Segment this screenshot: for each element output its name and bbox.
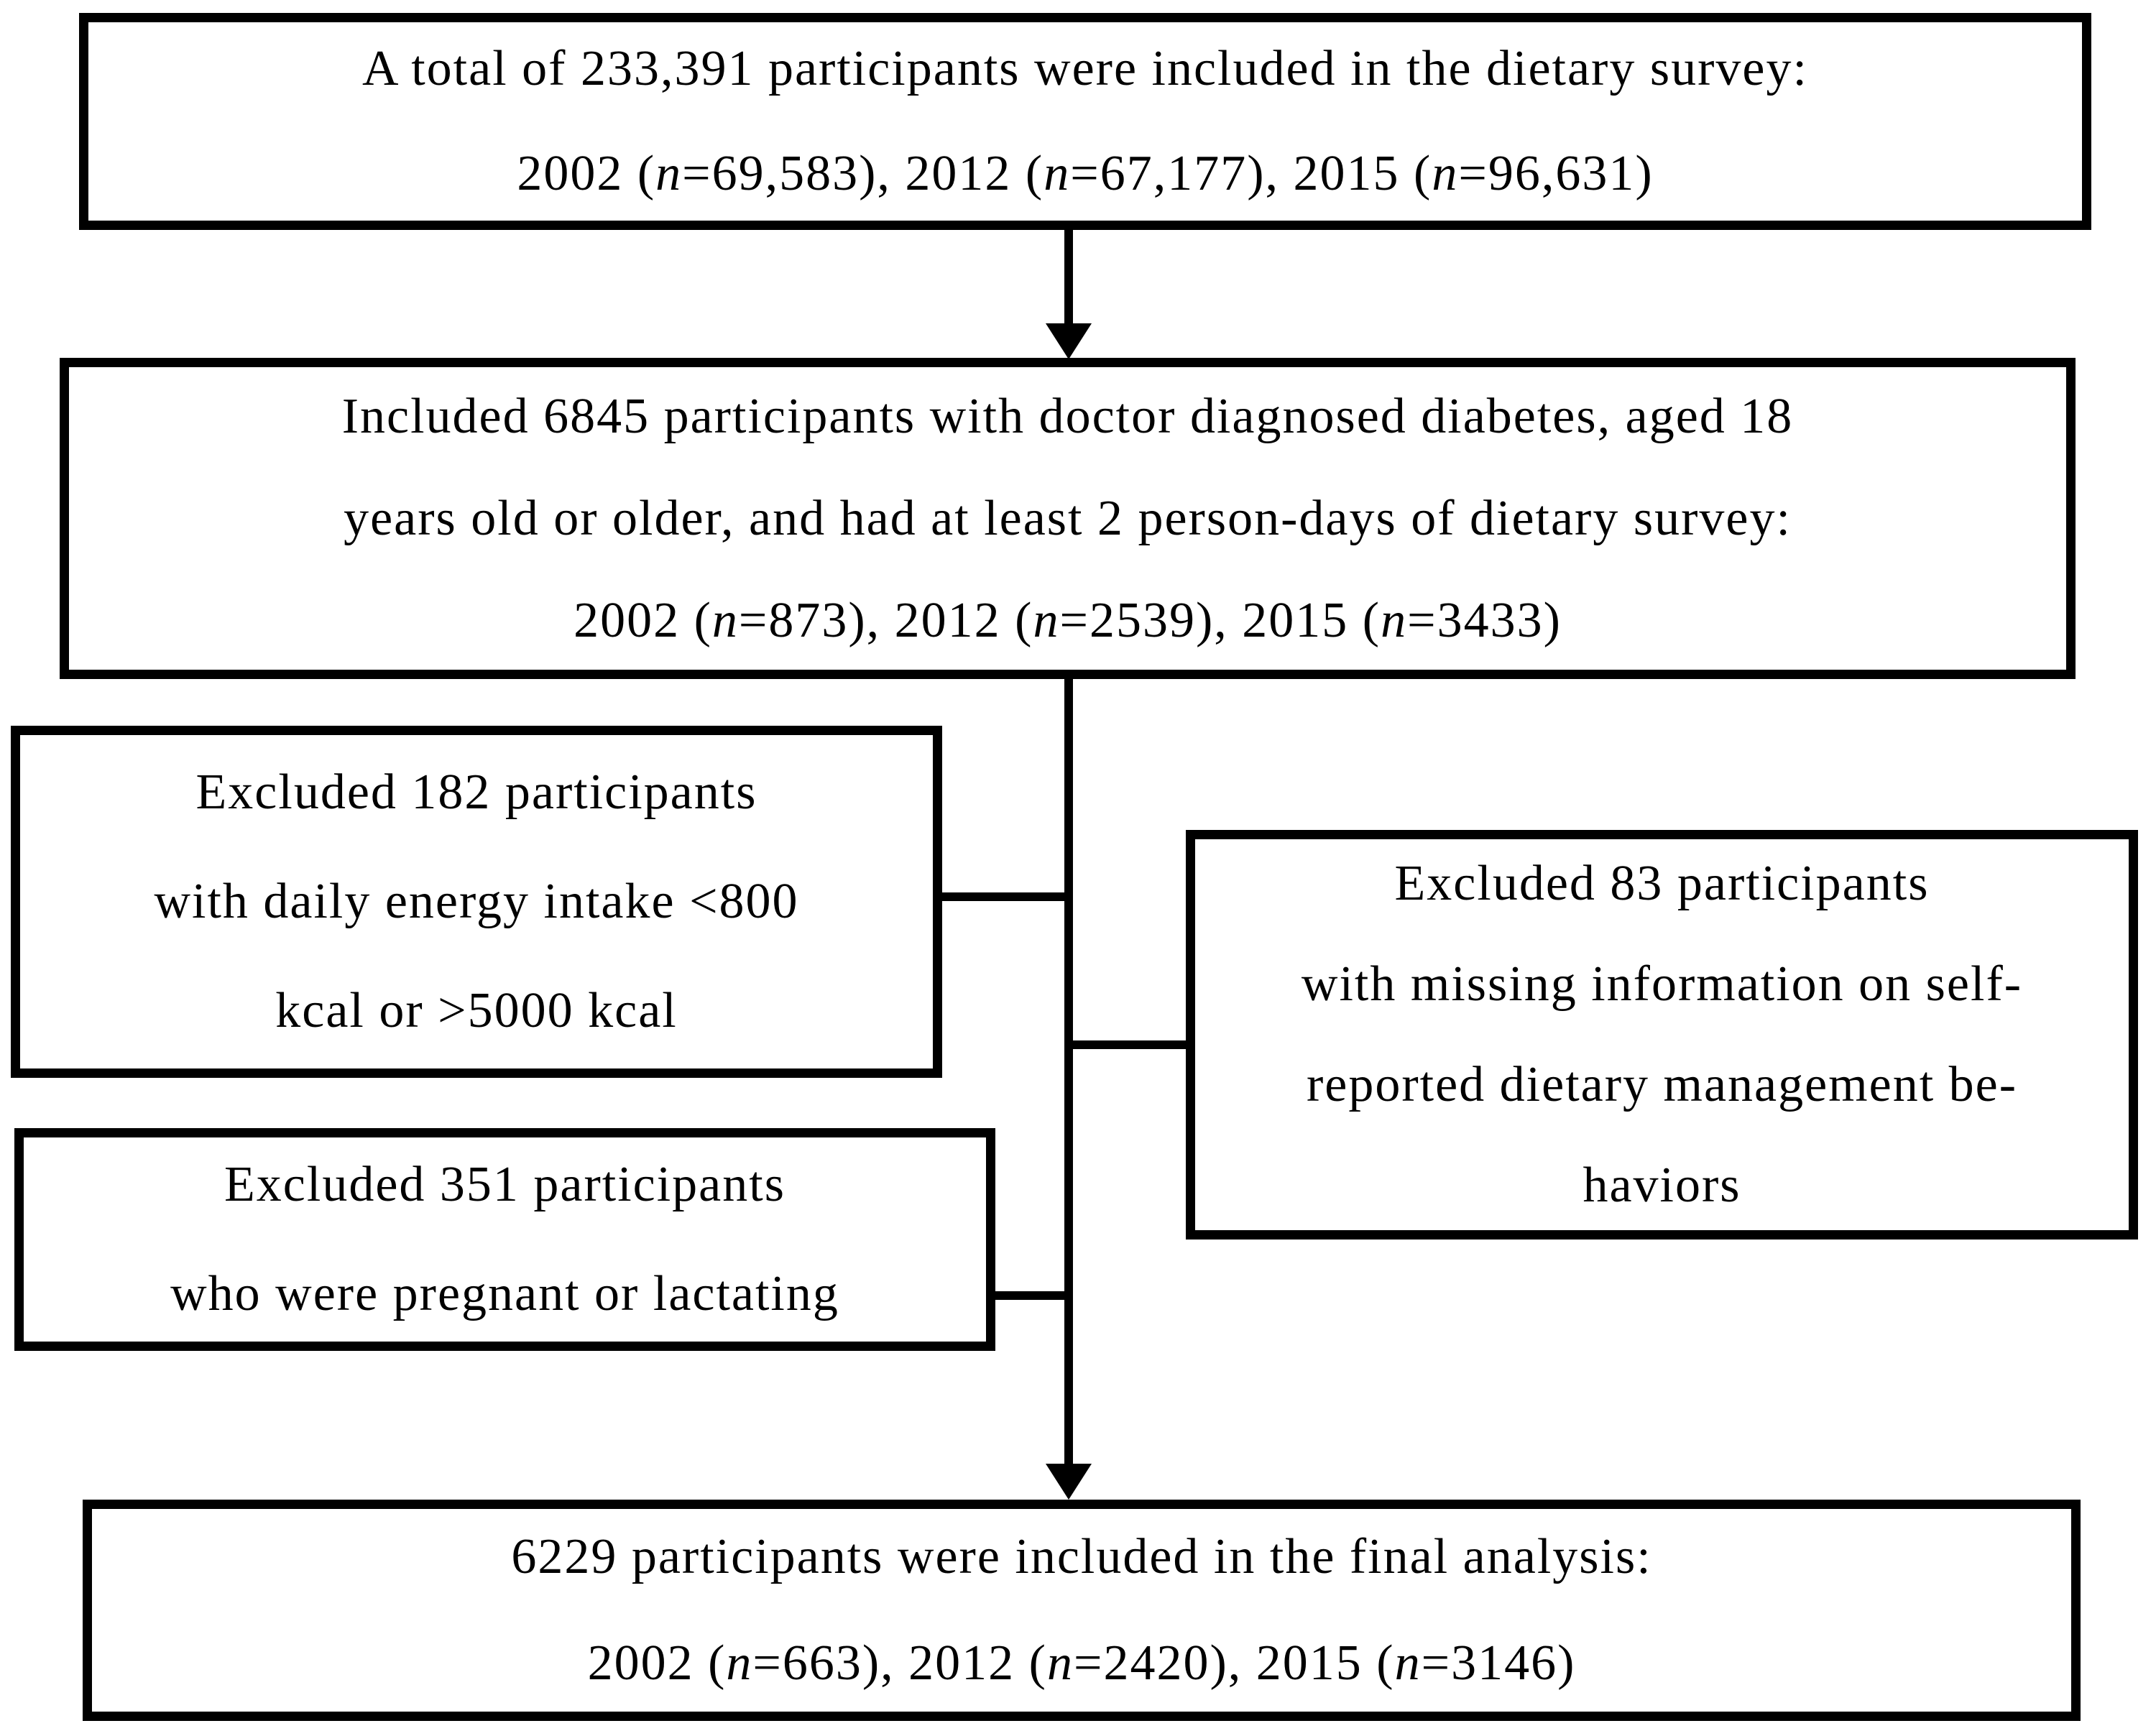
text-line: Excluded 351 participants [224,1157,786,1212]
text-line: with missing information on self- [1301,956,2023,1012]
text-line: Excluded 182 participants [195,765,757,820]
box-excluded-missing-info: Excluded 83 participants with missing inf… [1186,830,2138,1240]
text-line: 2002 (n=873), 2012 (n=2539), 2015 (n=343… [573,592,1562,648]
arrowhead-down-icon [1046,323,1092,359]
connector-excluded-missing [1069,1040,1191,1049]
text-line: A total of 233,391 participants were inc… [362,41,1808,96]
arrow-shaft-total-to-included [1064,230,1073,326]
text-line: who were pregnant or lactating [170,1266,839,1321]
connector-excluded-pregnant [991,1291,1069,1300]
box-final-analysis: 6229 participants were included in the f… [83,1500,2081,1721]
connector-excluded-energy [938,892,1069,901]
text-line: haviors [1583,1158,1741,1213]
text-line: 2002 (n=663), 2012 (n=2420), 2015 (n=314… [587,1635,1576,1691]
box-included-diabetes: Included 6845 participants with doctor d… [60,358,2076,679]
box-excluded-pregnant: Excluded 351 participants who were pregna… [14,1128,995,1351]
box-excluded-energy-intake: Excluded 182 participants with daily ener… [11,726,942,1078]
text-line: with daily energy intake <800 [154,874,799,929]
text-line: Included 6845 participants with doctor d… [341,388,1794,444]
text-line: 2002 (n=69,583), 2012 (n=67,177), 2015 (… [517,146,1654,201]
box-dietary-survey-total: A total of 233,391 participants were inc… [79,13,2091,230]
text-line: Excluded 83 participants [1394,856,1930,911]
text-line: kcal or >5000 kcal [275,983,678,1038]
flow-line-vertical [1064,679,1073,1466]
text-line: 6229 participants were included in the f… [511,1529,1652,1584]
arrowhead-down-icon [1046,1464,1092,1500]
text-line: reported dietary management be- [1306,1057,2018,1112]
text-line: years old or older, and had at least 2 p… [344,490,1792,546]
